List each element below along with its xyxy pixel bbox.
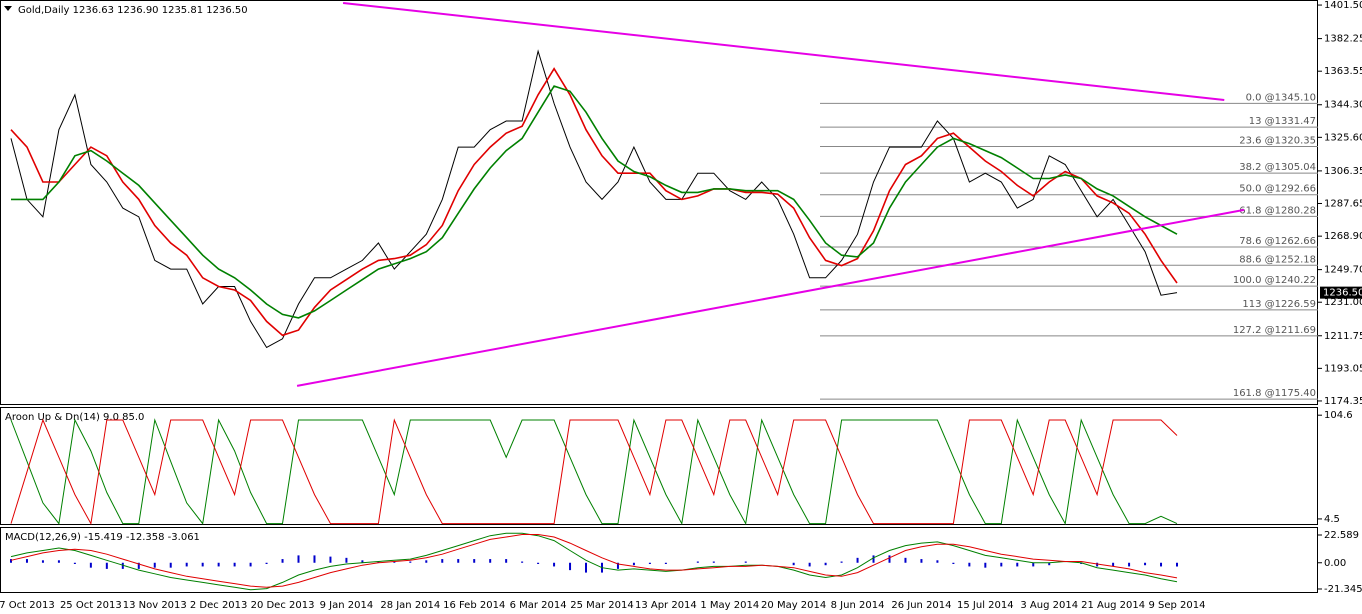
x-tick-label: 15 Jul 2014 [957, 600, 1014, 611]
trend-line [342, 1, 1225, 102]
fib-label: 113 @1226.59 [1242, 299, 1316, 310]
x-tick-label: 9 Jan 2014 [320, 600, 374, 611]
x-tick-label: 20 Dec 2013 [251, 600, 315, 611]
y-tick-label: 1174.35 [1324, 396, 1362, 407]
x-tick-label: 26 Jun 2014 [891, 600, 951, 611]
y-tick-label: -21.345 [1324, 584, 1362, 595]
last-price-box [1320, 286, 1362, 299]
y-tick-label: 1231.00 [1324, 297, 1362, 308]
x-tick-label: 2 Dec 2013 [190, 600, 248, 611]
fib-label: 50.0 @1292.66 [1239, 184, 1316, 195]
y-tick-label: 1344.30 [1324, 100, 1362, 111]
x-tick-label: 21 Aug 2014 [1081, 600, 1145, 611]
series-line [10, 418, 1178, 526]
y-tick-label: 1211.75 [1324, 331, 1362, 342]
y-tick-label: 1325.60 [1324, 132, 1362, 143]
x-tick-label: 16 Feb 2014 [443, 600, 505, 611]
aroon-title: Aroon Up & Dn(14) 9.0 85.0 [5, 412, 144, 423]
trend-line [296, 208, 1245, 387]
x-tick-label: 13 Apr 2014 [635, 600, 697, 611]
fib-label: 100.0 @1240.22 [1233, 275, 1316, 286]
fib-label: 61.8 @1280.28 [1239, 205, 1316, 216]
series-line [10, 534, 1178, 588]
y-tick-label: 1193.05 [1324, 363, 1362, 374]
x-tick-label: 3 Aug 2014 [1020, 600, 1078, 611]
y-tick-label: 4.5 [1324, 514, 1340, 525]
chart-title: Gold,Daily 1236.63 1236.90 1235.81 1236.… [18, 5, 248, 16]
x-tick-label: 9 Sep 2014 [1148, 600, 1205, 611]
y-tick-label: 1401.50 [1324, 0, 1362, 11]
y-tick-label: 1363.55 [1324, 66, 1362, 77]
x-tick-label: 20 May 2014 [761, 600, 826, 611]
y-tick-label: 1306.35 [1324, 166, 1362, 177]
x-tick-label: 28 Jan 2014 [380, 600, 440, 611]
last-price-label: 1236.50 [1323, 288, 1362, 299]
y-tick-label: 1249.70 [1324, 265, 1362, 276]
main-panel [0, 0, 1318, 405]
x-tick-label: 6 Mar 2014 [510, 600, 567, 611]
y-tick-label: 1287.65 [1324, 198, 1362, 209]
fib-label: 127.2 @1211.69 [1233, 325, 1316, 336]
y-tick-label: 0.00 [1324, 558, 1346, 569]
fib-label: 88.6 @1252.18 [1239, 254, 1316, 265]
series-line [10, 49, 1178, 349]
series-line [10, 67, 1178, 337]
x-tick-label: 25 Oct 2013 [60, 600, 122, 611]
fib-label: 78.6 @1262.66 [1239, 236, 1316, 247]
fib-label: 23.6 @1320.35 [1239, 135, 1316, 146]
macd-panel [0, 527, 1318, 593]
x-tick-label: 1 May 2014 [700, 600, 759, 611]
x-tick-label: 7 Oct 2013 [0, 600, 55, 611]
aroon-panel [0, 407, 1318, 525]
macd-title: MACD(12,26,9) -15.419 -12.358 -3.061 [5, 532, 200, 543]
fib-label: 0.0 @1345.10 [1246, 92, 1316, 103]
series-line [11, 85, 1178, 319]
x-tick-label: 13 Nov 2013 [123, 600, 187, 611]
menu-icon [4, 6, 12, 11]
series-line [10, 532, 1178, 591]
y-tick-label: 1382.25 [1324, 34, 1362, 45]
x-tick-label: 8 Jun 2014 [831, 600, 885, 611]
x-tick-label: 25 Mar 2014 [570, 600, 633, 611]
y-tick-label: 22.589 [1324, 530, 1359, 541]
fib-label: 13 @1331.47 [1249, 116, 1316, 127]
y-tick-label: 104.6 [1324, 410, 1353, 421]
series-line [10, 418, 1178, 526]
fib-label: 161.8 @1175.40 [1233, 388, 1316, 399]
fib-label: 38.2 @1305.04 [1239, 162, 1316, 173]
y-tick-label: 1268.90 [1324, 231, 1362, 242]
